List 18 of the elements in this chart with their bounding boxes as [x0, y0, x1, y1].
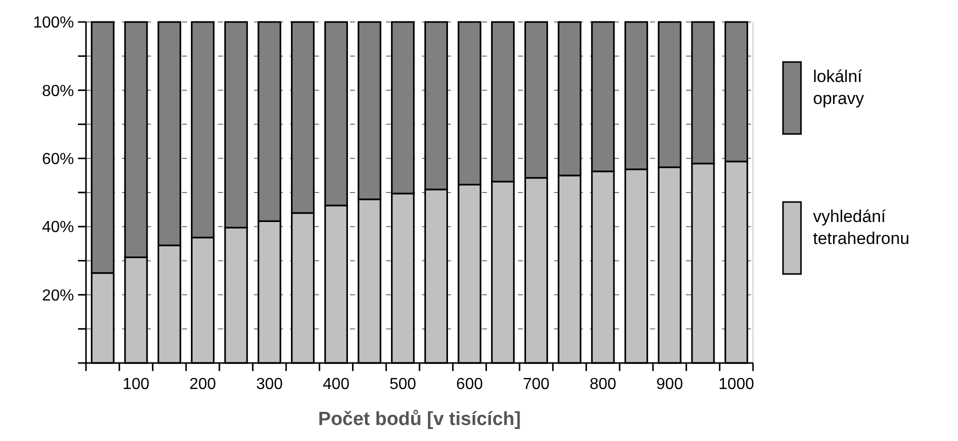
x-tick-label: 900: [656, 376, 684, 393]
x-tick-label: 1000: [718, 376, 754, 393]
y-tick-label: 100%: [33, 14, 74, 32]
x-tick-label: 800: [590, 376, 616, 393]
y-tick-label: 40%: [42, 219, 74, 236]
x-tick-label: 500: [389, 376, 416, 393]
x-tick-label: 300: [256, 376, 283, 393]
x-tick-label: 700: [522, 376, 550, 393]
x-tick-label: 400: [322, 376, 350, 393]
y-tick-label: 80%: [42, 82, 74, 100]
text: lokální opravy: [813, 67, 867, 108]
x-tick-label: 100: [122, 376, 150, 393]
x-tick-label: 600: [456, 376, 483, 393]
text: vyhledání tetrahedronu: [813, 207, 910, 248]
y-tick-label: 20%: [42, 287, 74, 304]
x-axis-title: Počet bodů [v tisících]: [318, 409, 521, 430]
x-tick-label: 200: [189, 376, 216, 393]
y-tick-label: 60%: [42, 151, 74, 168]
